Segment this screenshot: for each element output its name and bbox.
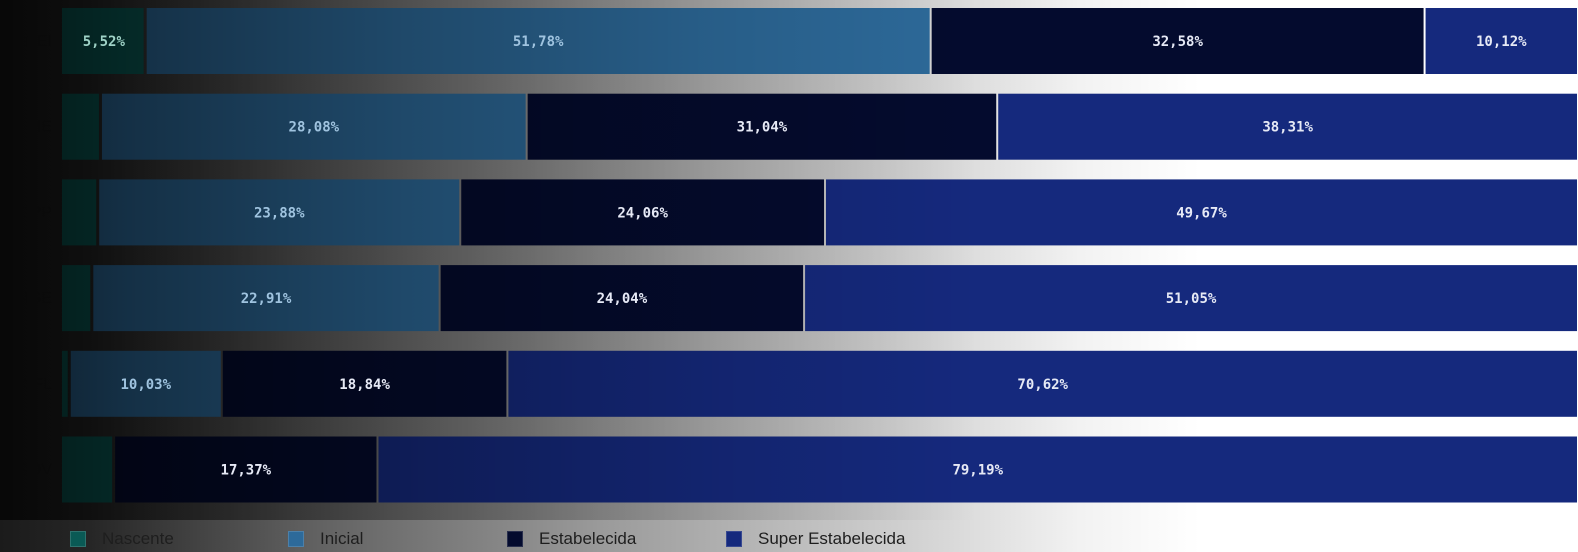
bar-mge-nascente[interactable] (62, 265, 91, 332)
category-label-sfl: SFL (23, 376, 52, 393)
legend-item-estabelecida[interactable]: Estabelecida (507, 529, 726, 549)
category-label-mge: MGE (16, 290, 52, 307)
data-label-mge-inicial: 22,91% (241, 291, 292, 307)
bar-epp-nascente[interactable] (62, 179, 97, 246)
data-label-sfl-estabelecida: 18,84% (339, 377, 390, 393)
legend-swatch-estabelecida (507, 531, 523, 547)
bar-segments (62, 8, 1578, 503)
data-label-mei-inicial: 51,78% (513, 34, 564, 50)
data-label-me-super-estabelecida: 38,31% (1262, 120, 1313, 136)
bar-me-nascente[interactable] (62, 93, 99, 160)
data-label-epp-inicial: 23,88% (254, 205, 305, 221)
bar-sfl-nascente[interactable] (62, 350, 68, 417)
category-label-mei: MEI (24, 33, 52, 50)
data-label-epp-estabelecida: 24,06% (617, 205, 668, 221)
legend-item-inicial[interactable]: Inicial (288, 529, 507, 549)
legend-label-super-estabelecida: Super Estabelecida (758, 529, 906, 548)
legend-swatch-super-estabelecida (726, 531, 742, 547)
data-label-gov-estabelecida: 17,37% (221, 463, 272, 479)
data-label-epp-super-estabelecida: 49,67% (1176, 205, 1227, 221)
bar-value-labels: 5,52% 51,78% 32,58% 10,12% 28,08% 31,04% 38,31… (83, 34, 1527, 479)
data-label-mei-super-estabelecida: 10,12% (1476, 34, 1527, 50)
legend-item-nascente[interactable]: Nascente (70, 529, 288, 549)
data-label-me-inicial: 28,08% (289, 120, 340, 136)
data-label-mei-nascente: 5,52% (83, 34, 126, 50)
data-label-sfl-super-estabelecida: 70,62% (1017, 377, 1068, 393)
legend-swatch-inicial (288, 531, 304, 547)
data-label-gov-super-estabelecida: 79,19% (952, 463, 1003, 479)
legend-label-inicial: Inicial (320, 529, 364, 548)
legend: Nascente Inicial Estabelecida Super Esta… (70, 528, 905, 550)
legend-label-estabelecida: Estabelecida (539, 529, 637, 548)
data-label-sfl-inicial: 10,03% (120, 377, 171, 393)
legend-swatch-nascente (70, 531, 86, 547)
data-label-me-estabelecida: 31,04% (737, 120, 788, 136)
legend-item-super-estabelecida[interactable]: Super Estabelecida (726, 529, 905, 549)
category-label-me: ME (28, 119, 52, 136)
data-label-mge-super-estabelecida: 51,05% (1166, 291, 1217, 307)
category-label-epp: EPP (20, 204, 52, 221)
category-label-gov: GOV (16, 462, 52, 479)
bar-gov-nascente[interactable] (62, 436, 113, 503)
legend-label-nascente: Nascente (102, 529, 174, 548)
category-labels: MEI ME EPP MGE SFL GOV (16, 33, 53, 479)
data-label-mge-estabelecida: 24,04% (597, 291, 648, 307)
data-label-mei-estabelecida: 32,58% (1152, 34, 1203, 50)
